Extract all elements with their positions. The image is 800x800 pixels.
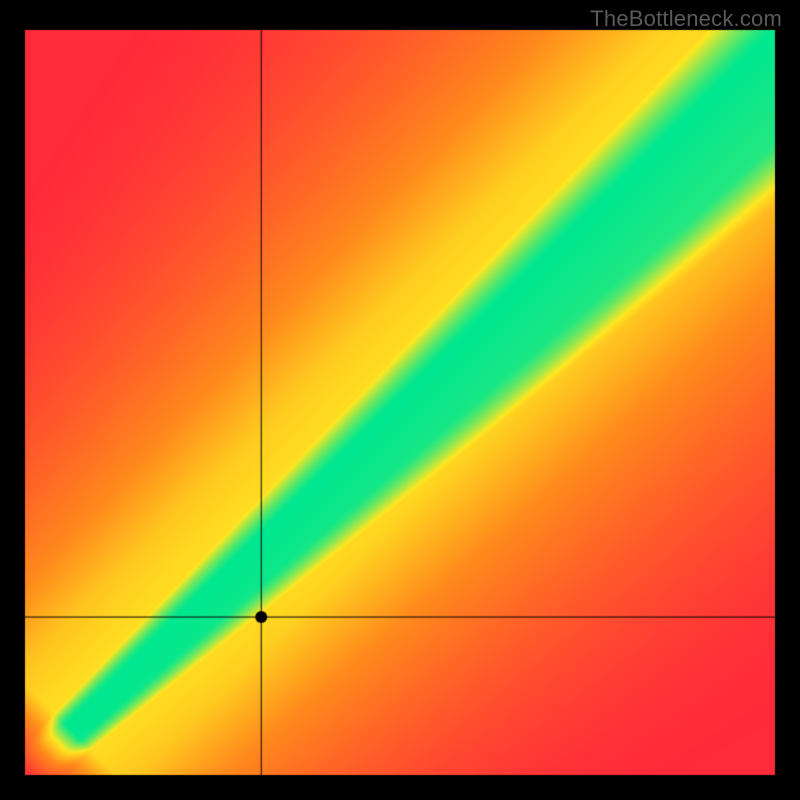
watermark-text: TheBottleneck.com: [590, 6, 782, 32]
bottleneck-heatmap-canvas: [0, 0, 800, 800]
